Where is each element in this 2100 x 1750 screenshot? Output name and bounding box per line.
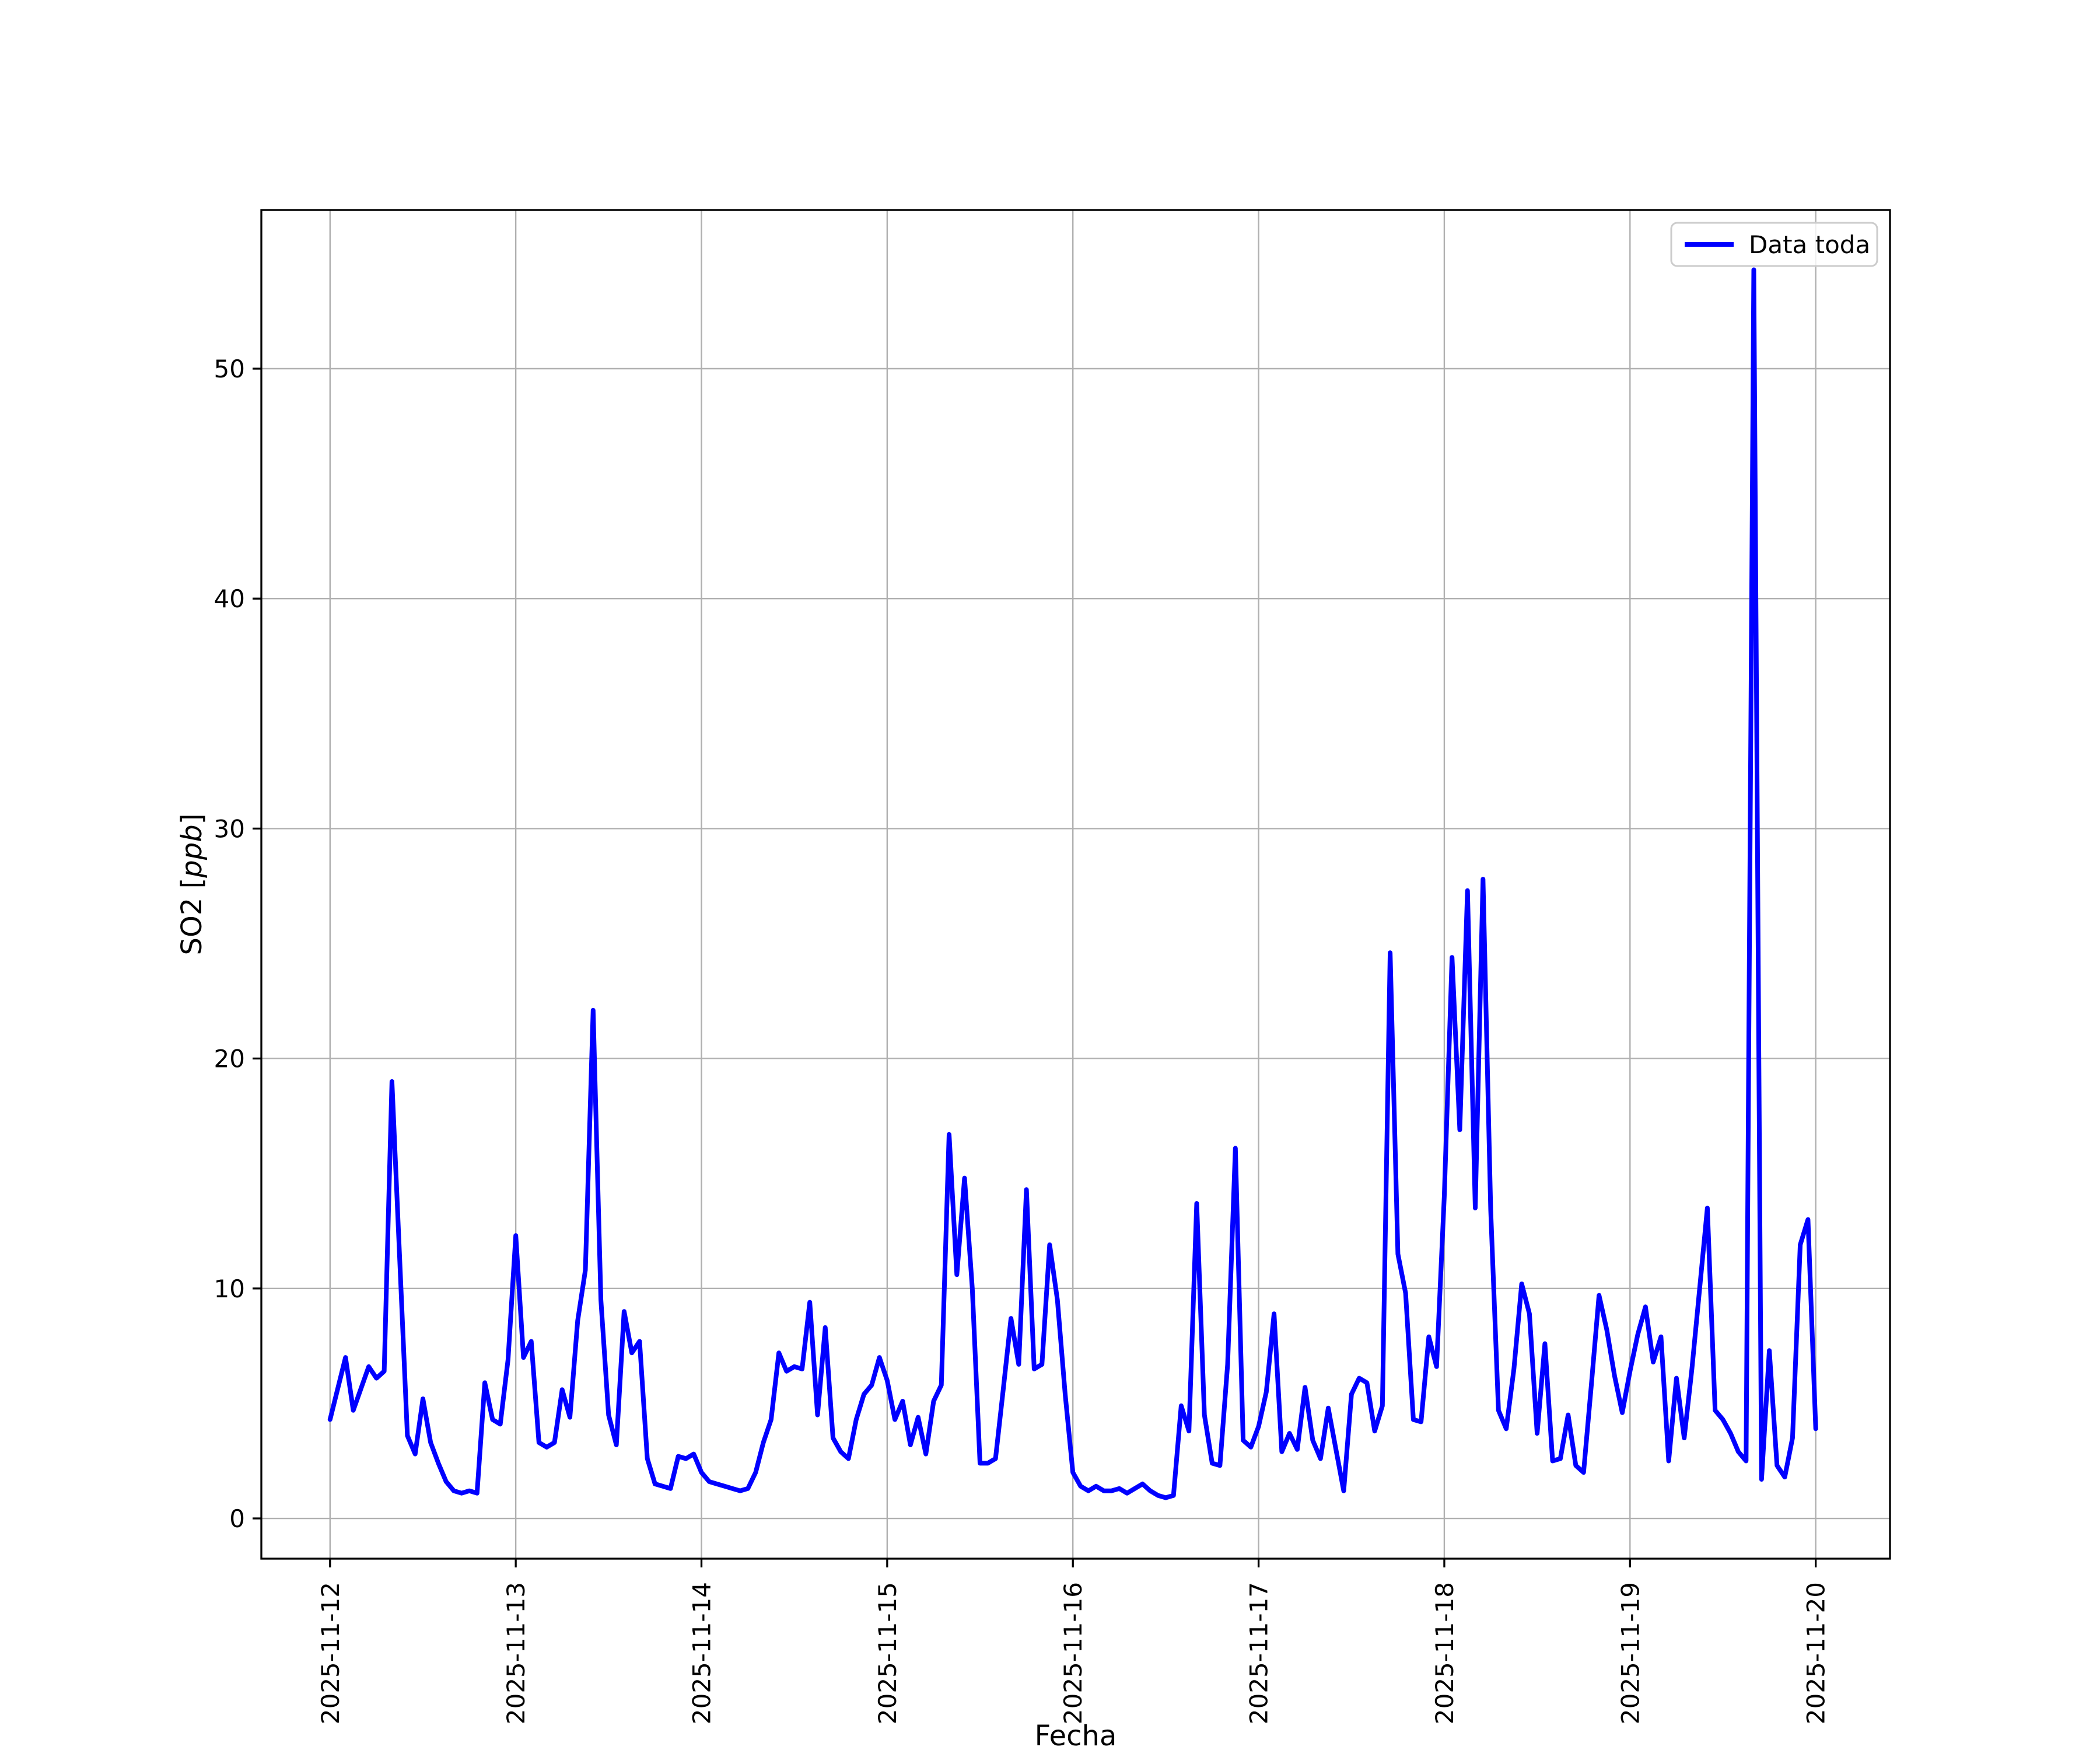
x-tick-label: 2025-11-20 <box>1802 1582 1831 1724</box>
legend-entry-label: Data toda <box>1749 230 1870 259</box>
y-axis-label: SO2 [ppb] <box>176 814 208 956</box>
y-tick-label: 50 <box>214 355 245 383</box>
data-series-line <box>327 267 1818 1500</box>
x-axis-label: Fecha <box>1035 1720 1117 1750</box>
legend: Data toda <box>1670 222 1878 267</box>
x-tick-label: 2025-11-13 <box>502 1582 530 1724</box>
y-tick-label: 20 <box>214 1045 245 1073</box>
x-tick-label: 2025-11-15 <box>873 1582 902 1724</box>
tick-layer: 2025-11-12 2025-11-13 2025-11-14 2025-11-15… <box>214 355 1831 1724</box>
series-layer <box>327 267 1818 1500</box>
y-axis-label-prefix: SO2 [ <box>176 878 208 956</box>
plot-border <box>260 209 1891 1560</box>
x-tick-label: 2025-11-14 <box>688 1582 716 1724</box>
y-tick-label: 0 <box>229 1504 245 1533</box>
plot-area <box>261 210 1890 1559</box>
x-tick-label: 2025-11-19 <box>1616 1582 1644 1724</box>
grid-layer <box>261 210 1890 1559</box>
y-tick-label: 30 <box>214 814 245 843</box>
y-axis-label-suffix: ] <box>176 814 208 825</box>
legend-box <box>1670 222 1878 267</box>
x-tick-label: 2025-11-16 <box>1059 1582 1087 1724</box>
y-tick-label: 10 <box>214 1275 245 1303</box>
y-axis-label-unit: ppb <box>176 824 208 878</box>
x-tick-label: 2025-11-17 <box>1245 1582 1273 1724</box>
x-tick-label: 2025-11-12 <box>316 1582 345 1724</box>
y-tick-label: 40 <box>214 584 245 613</box>
x-tick-label: 2025-11-18 <box>1430 1582 1459 1724</box>
